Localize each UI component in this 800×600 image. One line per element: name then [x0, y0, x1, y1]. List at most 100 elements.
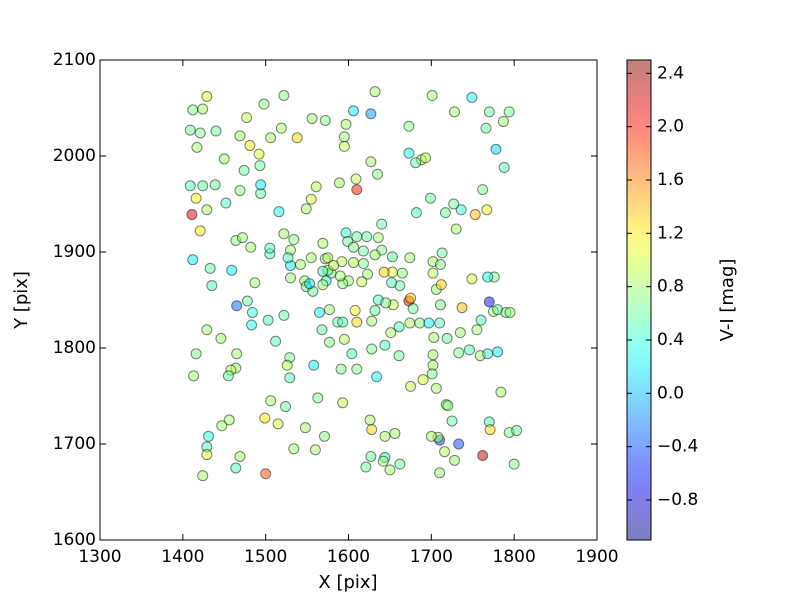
scatter-point — [405, 380, 417, 392]
scatter-point — [201, 204, 213, 216]
scatter-point — [371, 371, 383, 383]
scatter-point — [389, 427, 401, 439]
scatter-point — [281, 359, 293, 371]
scatter-point — [264, 242, 276, 254]
scatter-point — [206, 280, 218, 292]
scatter-point — [203, 430, 215, 442]
colorbar-tick-label: 0.8 — [657, 277, 684, 297]
scatter-point — [483, 296, 495, 308]
scatter-point — [492, 346, 504, 358]
scatter-point — [333, 177, 345, 189]
scatter-point — [347, 241, 359, 253]
scatter-point — [335, 363, 347, 375]
scatter-point — [317, 237, 329, 249]
scatter-point — [456, 302, 468, 314]
scatter-point — [404, 252, 416, 264]
scatter-point — [425, 430, 437, 442]
scatter-point — [194, 127, 206, 139]
scatter-point — [466, 273, 478, 285]
scatter-point — [455, 204, 467, 216]
y-tick-label: 1800 — [53, 338, 96, 358]
scatter-point — [453, 347, 465, 359]
scatter-point — [481, 204, 493, 216]
scatter-point — [337, 316, 349, 328]
scatter-point — [322, 252, 334, 264]
scatter-point — [234, 130, 246, 142]
scatter-point — [309, 444, 321, 456]
scatter-point — [379, 430, 391, 442]
colorbar-tick-label: 2.0 — [657, 117, 684, 137]
scatter-point — [495, 386, 507, 398]
scatter-point — [351, 184, 363, 196]
scatter-point — [503, 106, 515, 118]
scatter-point — [366, 315, 378, 327]
x-tick-label: 1900 — [575, 547, 618, 567]
scatter-point — [191, 141, 203, 153]
scatter-point — [384, 464, 396, 476]
scatter-point — [323, 336, 335, 348]
scatter-point — [407, 303, 419, 315]
scatter-point — [450, 223, 462, 235]
scatter-point — [347, 257, 359, 269]
scatter-point — [255, 179, 267, 191]
scatter-point — [201, 324, 213, 336]
colorbar-tick-label: 2.4 — [657, 63, 684, 83]
scatter-point — [477, 450, 489, 462]
scatter-point — [316, 324, 328, 336]
scatter-point — [414, 317, 426, 329]
scatter-point — [439, 207, 451, 219]
scatter-point — [278, 90, 290, 102]
scatter-point — [369, 305, 381, 317]
scatter-point — [423, 317, 435, 329]
scatter-point — [234, 185, 246, 197]
colorbar — [627, 60, 651, 540]
scatter-point — [380, 297, 392, 309]
scatter-point — [442, 400, 454, 412]
scatter-point — [337, 397, 349, 409]
scatter-point — [226, 264, 238, 276]
scatter-point — [187, 254, 199, 266]
scatter-point — [197, 103, 209, 115]
scatter-point — [288, 234, 300, 246]
scatter-point — [430, 382, 442, 394]
scatter-point — [351, 231, 363, 243]
scatter-point — [294, 258, 306, 270]
scatter-point — [511, 425, 523, 437]
y-tick-label: 1700 — [53, 434, 96, 454]
scatter-point — [439, 446, 451, 458]
scatter-point — [259, 412, 271, 424]
scatter-point — [482, 271, 494, 283]
x-tick-label: 1400 — [161, 547, 204, 567]
scatter-point — [369, 86, 381, 98]
scatter-point — [323, 304, 335, 316]
scatter-point — [223, 414, 235, 426]
scatter-point — [253, 148, 265, 160]
scatter-point — [270, 335, 282, 347]
scatter-point — [190, 192, 202, 204]
scatter-point — [299, 422, 311, 434]
scatter-point — [187, 104, 199, 116]
scatter-point — [197, 180, 209, 192]
colorbar-tick-label: 0.0 — [657, 383, 684, 403]
scatter-point — [435, 279, 447, 291]
scatter-point — [504, 306, 516, 318]
scatter-point — [186, 209, 198, 221]
scatter-point — [231, 348, 243, 360]
scatter-point — [209, 179, 221, 191]
scatter-point — [403, 120, 415, 132]
scatter-point — [220, 197, 232, 209]
scatter-point — [328, 259, 340, 271]
scatter-point — [215, 332, 227, 344]
scatter-point — [338, 131, 350, 143]
scatter-point — [300, 203, 312, 215]
scatter-point — [446, 415, 458, 427]
scatter-point — [463, 344, 475, 356]
scatter-point — [441, 332, 453, 344]
scatter-point — [362, 268, 374, 280]
colorbar-tick-label: −0.4 — [657, 437, 698, 457]
scatter-point — [420, 152, 432, 164]
scatter-point — [425, 192, 437, 204]
scatter-point — [366, 424, 378, 436]
scatter-point — [448, 198, 460, 210]
scatter-point — [498, 162, 510, 174]
